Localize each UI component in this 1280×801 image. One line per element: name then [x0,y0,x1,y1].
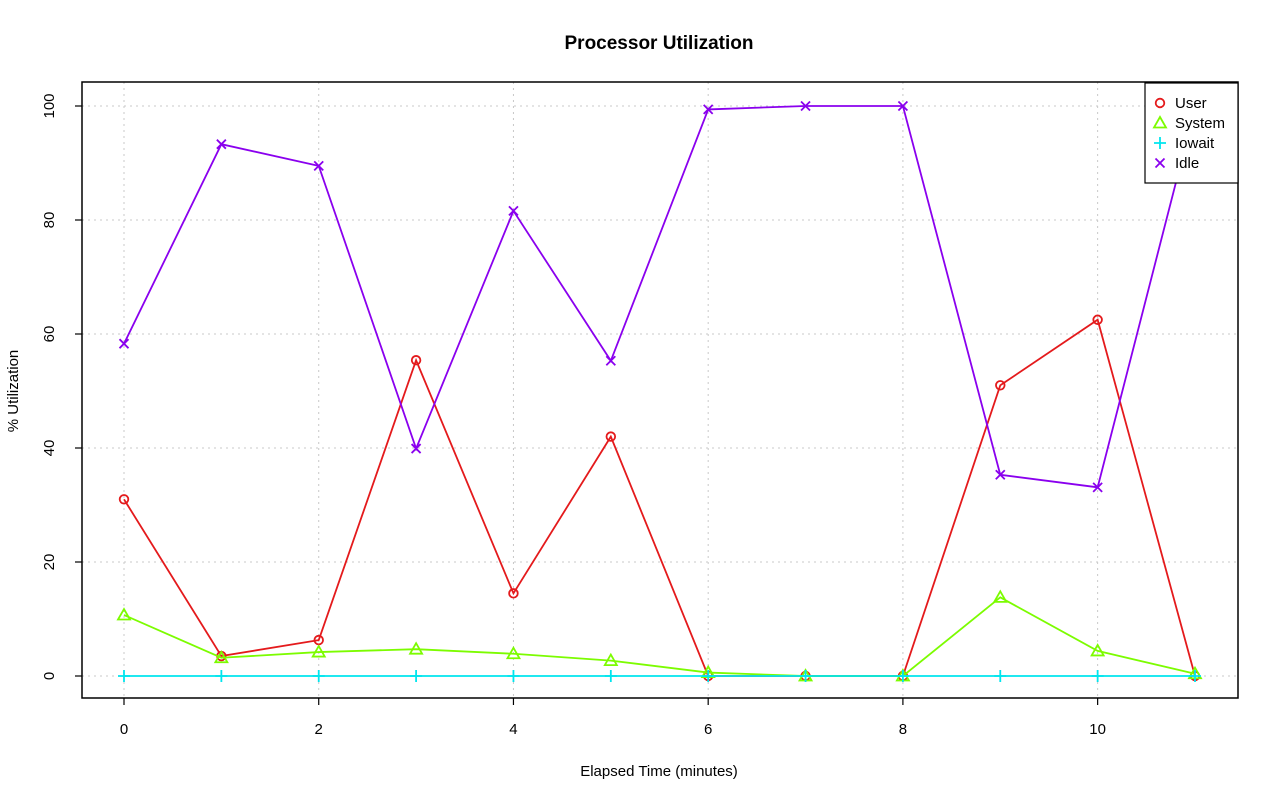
data-point-idle [410,443,422,454]
series-iowait [118,670,1201,682]
data-point-user [995,380,1006,391]
series-system [116,589,1203,682]
data-point-idle [1092,482,1103,493]
data-point-idle [508,205,519,217]
legend-marker-iowait [1154,137,1166,149]
data-point-iowait [1091,670,1104,682]
x-axis-label: Elapsed Time (minutes) [580,763,738,780]
data-point-system [213,649,229,664]
series-idle [118,100,1201,493]
data-point-system [603,652,619,667]
data-point-iowait [507,670,520,682]
y-tick-label: 0 [41,672,58,680]
series-line-system [123,596,1196,677]
data-point-iowait [410,670,423,682]
y-tick-label: 40 [41,440,58,457]
data-point-system [505,645,522,660]
x-tick-label: 4 [509,721,517,738]
data-point-idle [703,104,714,115]
data-point-user [118,494,130,505]
legend-marker-idle [1154,157,1166,169]
legend-box [1144,82,1239,184]
data-point-user [605,431,617,442]
data-point-idle [995,469,1006,480]
data-point-idle [605,355,616,366]
data-point-idle [216,139,227,150]
data-point-iowait [896,670,909,682]
data-point-idle [897,100,909,112]
data-point-iowait [215,670,228,682]
grid [82,82,1238,698]
legend-label-idle: Idle [1175,155,1199,172]
data-point-system [311,644,327,658]
data-point-user [1092,314,1103,325]
data-point-iowait [604,670,617,682]
legend-marker-system [1152,115,1168,129]
legend: User System Iowait Idle [1144,82,1239,184]
data-point-user [508,588,519,599]
data-point-idle [118,338,130,349]
y-tick-label: 20 [41,554,58,571]
data-point-system [408,641,424,655]
series-user [118,314,1201,682]
series-line-idle [123,105,1196,489]
data-point-idle [313,160,324,171]
x-tick-label: 10 [1089,721,1106,738]
series-layer [116,100,1203,682]
data-point-iowait [799,670,812,682]
legend-label-system: System [1175,115,1225,132]
data-point-system [992,589,1008,603]
data-point-user [410,355,422,366]
data-point-system [1090,643,1106,657]
data-point-system [116,607,132,621]
y-tick-label: 60 [41,326,58,343]
x-tick-label: 0 [120,721,128,738]
data-point-iowait [118,670,130,682]
y-tick-label: 80 [41,212,58,229]
series-line-user [123,318,1196,677]
x-tick-label: 6 [704,721,712,738]
x-tick-label: 2 [315,721,323,738]
x-tick-label: 8 [899,721,907,738]
plot-frame [81,81,1239,699]
data-point-iowait [994,670,1007,682]
data-point-iowait [312,670,325,682]
legend-label-user: User [1175,95,1207,112]
y-tick-label: 100 [41,93,58,118]
data-point-iowait [702,670,715,682]
y-axis-label: % Utilization [5,350,22,433]
data-point-idle [800,100,811,112]
legend-marker-user [1154,97,1166,109]
data-point-iowait [1189,670,1201,682]
legend-label-iowait: Iowait [1175,135,1215,152]
chart-title: Processor Utilization [565,33,754,54]
